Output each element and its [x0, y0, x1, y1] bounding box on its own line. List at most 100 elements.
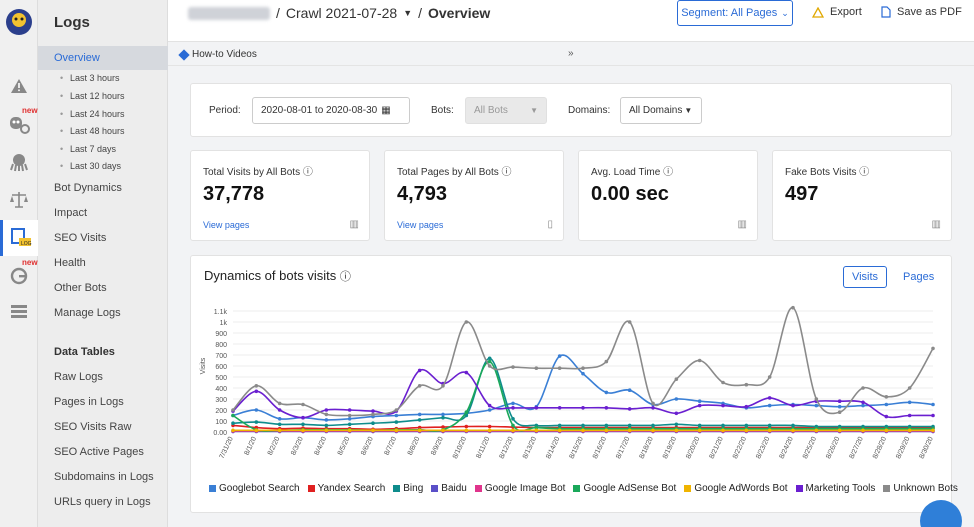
domains-select[interactable]: All Domains ▼ — [620, 97, 702, 124]
data-point[interactable] — [907, 386, 912, 390]
data-point[interactable] — [441, 412, 445, 417]
data-point[interactable] — [394, 413, 399, 418]
nav-sub-last-3-hours[interactable]: Last 3 hours — [60, 73, 119, 83]
legend-item[interactable]: Google Image Bot — [474, 483, 565, 494]
nav-sub-last-7-days[interactable]: Last 7 days — [60, 144, 116, 154]
data-point[interactable] — [604, 406, 609, 410]
data-point[interactable] — [931, 428, 935, 433]
data-point[interactable] — [487, 356, 492, 361]
data-point[interactable] — [837, 410, 842, 414]
project-name-redacted[interactable] — [188, 6, 270, 20]
nav-item-overview[interactable]: Overview — [38, 46, 168, 70]
nav-item-manage-logs[interactable]: Manage Logs — [54, 307, 121, 319]
data-point[interactable] — [464, 320, 469, 324]
tab-pages[interactable]: Pages — [903, 271, 935, 283]
data-point[interactable] — [697, 428, 702, 433]
data-point[interactable] — [907, 400, 912, 405]
data-point[interactable] — [371, 412, 375, 417]
data-point[interactable] — [791, 423, 795, 428]
data-point[interactable] — [674, 428, 679, 433]
bots-select[interactable]: All Bots ▼ — [465, 97, 547, 124]
octopus-icon[interactable] — [0, 146, 38, 178]
data-point[interactable] — [534, 366, 539, 370]
data-point[interactable] — [604, 390, 609, 395]
data-point[interactable] — [791, 428, 795, 433]
data-point[interactable] — [931, 346, 935, 351]
data-point[interactable] — [814, 403, 819, 408]
crawl-selector[interactable]: Crawl 2021-07-28 — [285, 5, 398, 21]
data-point[interactable] — [861, 403, 865, 408]
data-point[interactable] — [767, 423, 772, 428]
bar-chart-icon[interactable]: ▥ — [931, 219, 941, 230]
data-point[interactable] — [557, 423, 562, 428]
data-point[interactable] — [604, 428, 609, 433]
view-pages-link[interactable]: View pages — [203, 220, 250, 230]
data-point[interactable] — [604, 359, 609, 364]
data-point[interactable] — [231, 408, 235, 412]
data-point[interactable] — [347, 428, 352, 433]
data-point[interactable] — [324, 423, 329, 428]
data-point[interactable] — [417, 418, 422, 422]
data-point[interactable] — [744, 428, 749, 433]
export-button[interactable]: Export — [812, 6, 862, 18]
data-point[interactable] — [837, 428, 842, 433]
data-point[interactable] — [721, 428, 725, 433]
data-point[interactable] — [231, 421, 235, 425]
data-point[interactable] — [534, 425, 539, 430]
legend-item[interactable]: Bing — [393, 483, 423, 494]
data-point[interactable] — [347, 422, 352, 427]
data-point[interactable] — [324, 408, 329, 412]
data-point[interactable] — [907, 428, 912, 433]
segment-dropdown[interactable]: Segment: All Pages ⌄ — [677, 0, 793, 26]
data-point[interactable] — [791, 403, 795, 408]
logs-icon[interactable]: LOG — [0, 220, 38, 256]
data-point[interactable] — [557, 354, 562, 358]
data-point[interactable] — [884, 395, 889, 399]
data-point[interactable] — [301, 402, 305, 407]
warning-icon[interactable] — [0, 70, 38, 102]
nav-table-subdomains-in-logs[interactable]: Subdomains in Logs — [54, 471, 154, 483]
data-point[interactable] — [394, 428, 399, 433]
chat-bubble-icon[interactable] — [920, 500, 962, 527]
data-point[interactable] — [277, 408, 282, 412]
data-point[interactable] — [511, 401, 515, 406]
tab-visits[interactable]: Visits — [843, 266, 887, 288]
data-point[interactable] — [627, 388, 632, 392]
data-point[interactable] — [557, 366, 562, 370]
data-point[interactable] — [464, 370, 469, 375]
data-point[interactable] — [417, 384, 422, 388]
data-point[interactable] — [441, 425, 445, 429]
data-point[interactable] — [697, 403, 702, 408]
data-point[interactable] — [254, 384, 259, 388]
data-point[interactable] — [487, 424, 492, 429]
data-point[interactable] — [417, 428, 422, 433]
data-point[interactable] — [767, 396, 772, 400]
data-point[interactable] — [651, 428, 655, 433]
nav-table-seo-visits-raw[interactable]: SEO Visits Raw — [54, 421, 132, 433]
data-point[interactable] — [464, 410, 469, 414]
data-point[interactable] — [627, 407, 632, 411]
data-point[interactable] — [627, 320, 632, 324]
data-point[interactable] — [744, 382, 749, 387]
data-point[interactable] — [347, 408, 352, 412]
save-as-pdf-button[interactable]: Save as PDF — [881, 6, 962, 18]
data-point[interactable] — [767, 403, 772, 408]
nav-item-bot-dynamics[interactable]: Bot Dynamics — [54, 182, 122, 194]
data-point[interactable] — [931, 402, 935, 407]
data-point[interactable] — [744, 423, 749, 428]
data-point[interactable] — [231, 428, 235, 433]
nav-sub-last-12-hours[interactable]: Last 12 hours — [60, 91, 124, 101]
data-point[interactable] — [674, 377, 679, 381]
data-point[interactable] — [651, 401, 655, 406]
nav-sub-last-30-days[interactable]: Last 30 days — [60, 161, 121, 171]
data-point[interactable] — [534, 406, 539, 410]
data-point[interactable] — [511, 406, 515, 410]
legend-item[interactable]: Google AdSense Bot — [573, 483, 676, 494]
data-point[interactable] — [627, 423, 632, 428]
legend-item[interactable]: Google AdWords Bot — [684, 483, 788, 494]
data-point[interactable] — [487, 428, 492, 433]
data-point[interactable] — [581, 406, 585, 410]
data-point[interactable] — [884, 414, 889, 419]
data-point[interactable] — [254, 389, 259, 394]
data-point[interactable] — [511, 423, 515, 428]
